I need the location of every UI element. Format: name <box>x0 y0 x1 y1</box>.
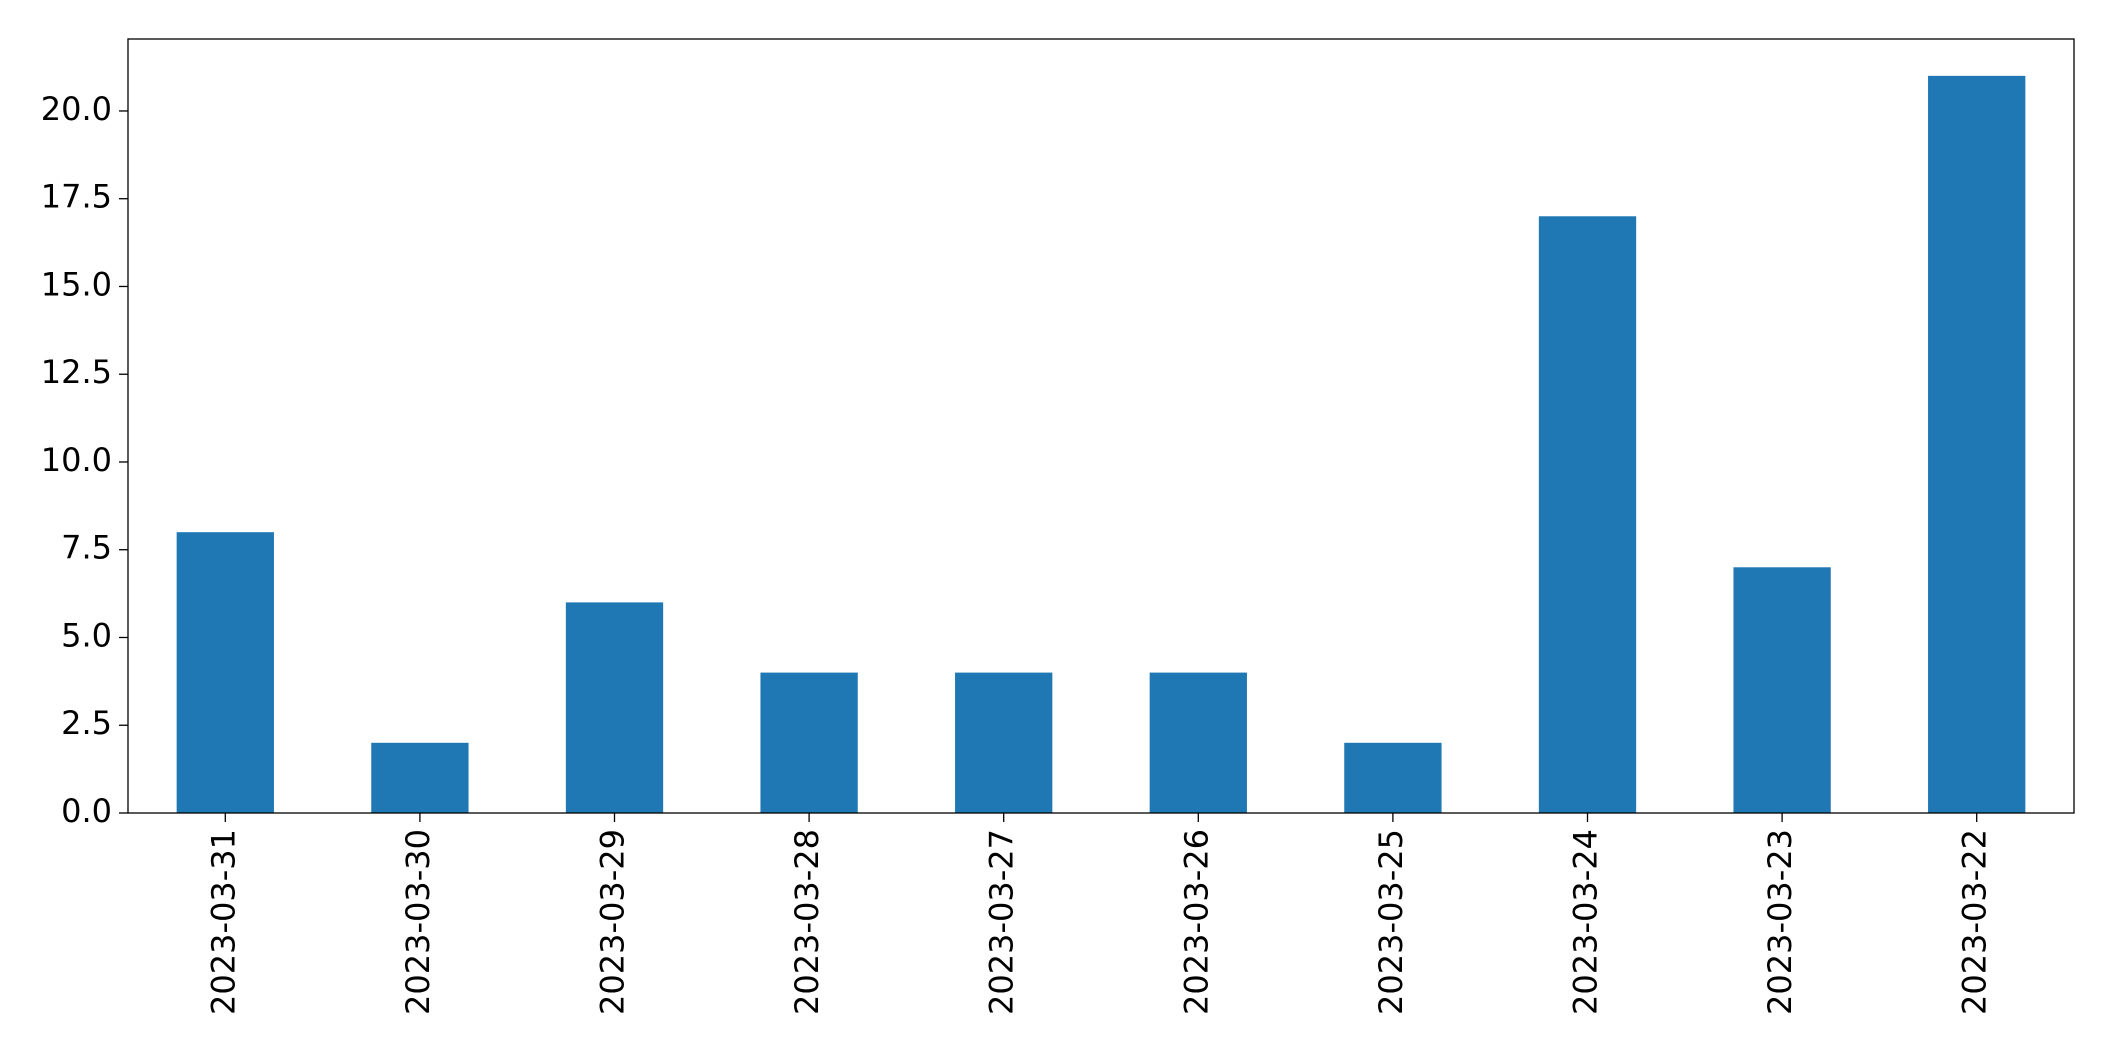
x-tick-label: 2023-03-22 <box>1956 829 1994 1015</box>
bar <box>1538 216 1637 813</box>
x-tick-label: 2023-03-31 <box>204 829 242 1015</box>
y-tick-label: 10.0 <box>41 441 112 479</box>
bar <box>1928 75 2026 814</box>
x-tick-label: 2023-03-30 <box>399 829 437 1015</box>
y-tick-label: 12.5 <box>41 353 112 391</box>
y-tick-label: 15.0 <box>41 265 112 303</box>
bar <box>1344 742 1442 813</box>
bar <box>1733 567 1831 813</box>
x-tick-label: 2023-03-27 <box>983 829 1021 1015</box>
bar <box>371 742 469 813</box>
bar <box>760 672 858 813</box>
y-tick-label: 20.0 <box>41 90 112 128</box>
y-tick-label: 0.0 <box>61 792 112 830</box>
bar <box>955 672 1053 813</box>
y-tick-label: 5.0 <box>61 616 112 654</box>
x-tick-label: 2023-03-28 <box>788 829 826 1015</box>
x-tick-label: 2023-03-29 <box>594 829 632 1015</box>
bar <box>1149 672 1247 813</box>
plot-frame <box>127 38 2075 814</box>
bar <box>565 602 664 813</box>
x-tick-label: 2023-03-26 <box>1177 829 1215 1015</box>
x-tick-label: 2023-03-24 <box>1567 829 1605 1015</box>
x-tick-label: 2023-03-25 <box>1372 829 1410 1015</box>
y-tick-label: 2.5 <box>61 704 112 742</box>
y-tick-label: 7.5 <box>61 529 112 567</box>
y-tick-label: 17.5 <box>41 178 112 216</box>
x-tick-label: 2023-03-23 <box>1761 829 1799 1015</box>
bar <box>176 532 274 813</box>
